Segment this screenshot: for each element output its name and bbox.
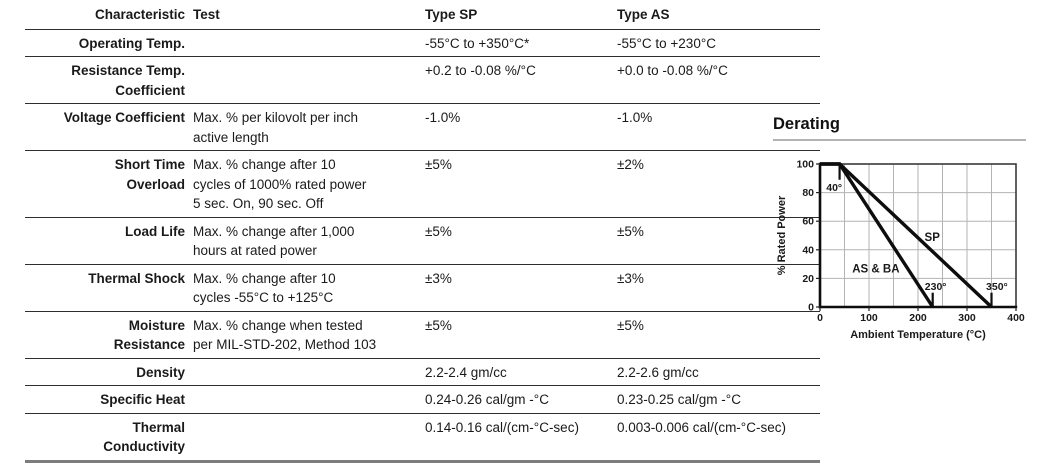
cell-type-sp: 0.14-0.16 cal/(cm-°C-sec) bbox=[425, 419, 579, 435]
cell-test: Max. % change after 1,000 hours at rated… bbox=[193, 223, 355, 259]
derating-section: Derating 0 20 40 60 80 100 0 100 200 300 400 SP AS… bbox=[773, 114, 1026, 350]
cell-test: Max. % per kilovolt per inch active leng… bbox=[193, 110, 359, 145]
cell-type-sp: ±5% bbox=[425, 157, 452, 172]
cell-characteristic: Thermal Shock bbox=[88, 270, 185, 286]
cell-type-as: 0.23-0.25 cal/gm -°C bbox=[617, 392, 741, 407]
table-row: Thermal Conductivity 0.14-0.16 cal/(cm-°… bbox=[25, 414, 820, 463]
cell-type-as: +0.0 to -0.08 %/°C bbox=[617, 63, 728, 78]
series-lines bbox=[820, 162, 993, 309]
series-label: SP bbox=[925, 232, 941, 244]
cell-type-as: 0.003-0.006 cal/(cm-°C-sec) bbox=[617, 419, 786, 435]
cell-test: Max. % change after 10 cycles -55°C to +… bbox=[193, 270, 336, 306]
annotation-label: 40° bbox=[826, 182, 842, 194]
series-line-sp bbox=[820, 162, 993, 309]
cell-characteristic: Short Time Overload bbox=[114, 157, 185, 192]
derating-chart-svg: 0 20 40 60 80 100 0 100 200 300 400 SP AS & BA 40°… bbox=[776, 159, 1025, 342]
annotations: 40° 230° 350° bbox=[826, 182, 1007, 293]
table-header-row: Characteristic Test Type SP Type AS bbox=[25, 0, 820, 30]
annotation-label: 350° bbox=[986, 281, 1008, 293]
column-header-characteristic: Characteristic bbox=[94, 7, 185, 22]
tick-markers bbox=[838, 164, 993, 307]
table-row: Density 2.2-2.4 gm/cc 2.2-2.6 gm/cc bbox=[25, 359, 820, 386]
cell-type-sp: ±3% bbox=[425, 270, 452, 286]
table-row: Operating Temp. -55°C to +350°C* -55°C t… bbox=[25, 30, 820, 57]
y-tick-label: 20 bbox=[802, 273, 814, 285]
derating-title: Derating bbox=[773, 114, 1026, 141]
cell-characteristic: Voltage Coefficient bbox=[63, 110, 185, 125]
table-row: Load Life Max. % change after 1,000 hour… bbox=[25, 218, 820, 265]
cell-test bbox=[193, 390, 425, 410]
cell-type-as: ±2% bbox=[617, 157, 644, 172]
column-header-type-sp: Type SP bbox=[425, 7, 478, 22]
x-tick-label: 100 bbox=[860, 312, 878, 324]
y-tick-label: 60 bbox=[802, 216, 814, 228]
cell-characteristic: Operating Temp. bbox=[78, 35, 185, 51]
spec-table: Characteristic Test Type SP Type AS Oper… bbox=[25, 0, 820, 463]
cell-type-sp: 2.2-2.4 gm/cc bbox=[425, 364, 507, 380]
cell-test bbox=[193, 363, 425, 383]
cell-type-as: ±5% bbox=[617, 223, 644, 239]
series-label: AS & BA bbox=[852, 264, 899, 276]
series-labels: SP AS & BA bbox=[852, 232, 940, 275]
cell-characteristic: Moisture Resistance bbox=[113, 317, 185, 353]
y-tick-label: 40 bbox=[802, 244, 814, 256]
y-axis-title: % Rated Power bbox=[776, 195, 788, 275]
table-row: Specific Heat 0.24-0.26 cal/gm -°C 0.23-… bbox=[25, 386, 820, 414]
cell-type-sp: -55°C to +350°C* bbox=[425, 35, 530, 51]
x-tick-label: 300 bbox=[958, 312, 976, 324]
y-tick-label: 0 bbox=[808, 302, 814, 314]
cell-type-as: -55°C to +230°C bbox=[617, 35, 716, 51]
cell-test bbox=[193, 34, 425, 54]
cell-type-as: ±3% bbox=[617, 270, 644, 286]
cell-characteristic: Resistance Temp. Coefficient bbox=[71, 63, 185, 98]
table-row: Resistance Temp. Coefficient +0.2 to -0.… bbox=[25, 57, 820, 104]
x-tick-label: 200 bbox=[909, 312, 927, 324]
cell-type-sp: 0.24-0.26 cal/gm -°C bbox=[425, 392, 549, 407]
cell-type-sp: ±5% bbox=[425, 317, 452, 333]
y-tick-labels: 0 20 40 60 80 100 bbox=[796, 159, 814, 314]
cell-type-as: 2.2-2.6 gm/cc bbox=[617, 364, 699, 380]
cell-type-as: -1.0% bbox=[617, 110, 653, 125]
table-row: Voltage Coefficient Max. % per kilovolt … bbox=[25, 104, 820, 151]
x-tick-label: 400 bbox=[1007, 312, 1025, 324]
cell-characteristic: Thermal Conductivity bbox=[103, 419, 185, 455]
column-header-type-as: Type AS bbox=[617, 7, 670, 22]
table-row: Short Time Overload Max. % change after … bbox=[25, 151, 820, 218]
cell-type-sp: ±5% bbox=[425, 223, 452, 239]
cell-test: Max. % change after 10 cycles of 1000% r… bbox=[193, 157, 367, 211]
cell-test bbox=[193, 61, 425, 100]
x-axis-title: Ambient Temperature (°C) bbox=[850, 329, 986, 341]
cell-characteristic: Load Life bbox=[125, 223, 185, 239]
cell-type-sp: +0.2 to -0.08 %/°C bbox=[425, 63, 536, 78]
cell-type-sp: -1.0% bbox=[425, 110, 461, 125]
annotation-label: 230° bbox=[925, 281, 947, 293]
axis-ticks bbox=[816, 163, 1017, 311]
cell-characteristic: Density bbox=[136, 364, 185, 380]
y-tick-label: 100 bbox=[796, 159, 814, 171]
cell-test: Max. % change when tested per MIL-STD-20… bbox=[193, 317, 377, 353]
table-row: Moisture Resistance Max. % change when t… bbox=[25, 312, 820, 359]
grid-lines bbox=[820, 164, 1016, 307]
x-tick-label: 0 bbox=[817, 312, 823, 324]
y-tick-label: 80 bbox=[802, 187, 814, 199]
x-tick-labels: 0 100 200 300 400 bbox=[817, 312, 1025, 324]
column-header-test: Test bbox=[193, 7, 220, 22]
cell-test bbox=[193, 418, 425, 457]
table-row: Thermal Shock Max. % change after 10 cyc… bbox=[25, 265, 820, 312]
cell-characteristic: Specific Heat bbox=[100, 392, 185, 407]
cell-type-as: ±5% bbox=[617, 317, 644, 333]
